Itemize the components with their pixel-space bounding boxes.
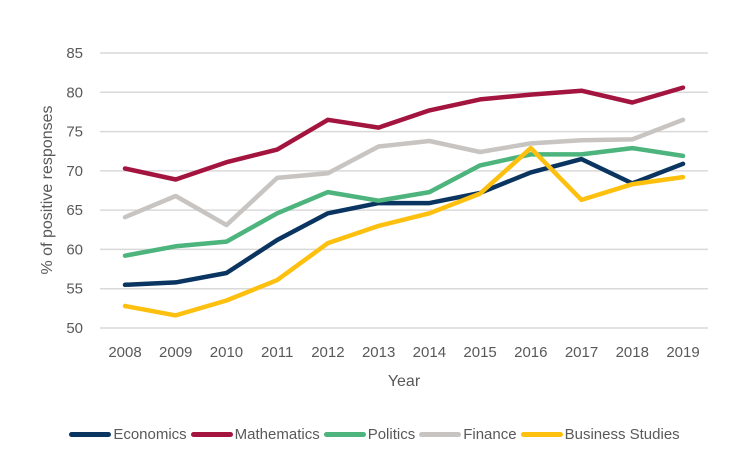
legend-label: Politics: [367, 425, 416, 443]
legend-swatch: [323, 431, 366, 437]
x-tick-label: 2016: [514, 344, 547, 361]
x-tick-label: 2015: [463, 344, 496, 361]
series-line-mathematics: [122, 85, 686, 182]
series-line-politics: [122, 145, 686, 258]
x-tick-label: 2018: [616, 344, 649, 361]
legend-item-business-studies[interactable]: Business Studies: [520, 425, 680, 443]
y-tick-label: 75: [66, 124, 83, 141]
legend-swatch: [520, 431, 563, 437]
legend-label: Finance: [463, 425, 517, 443]
legend-item-finance[interactable]: Finance: [419, 425, 517, 443]
x-axis-title: Year: [388, 373, 421, 390]
legend-swatch: [419, 431, 462, 437]
legend-item-economics[interactable]: Economics: [69, 425, 187, 443]
legend-item-mathematics[interactable]: Mathematics: [190, 425, 320, 443]
x-tick-label: 2011: [261, 344, 293, 361]
legend-swatch: [69, 431, 112, 437]
legend-label: Business Studies: [564, 425, 680, 443]
legend-label: Mathematics: [234, 425, 320, 443]
y-axis-ticks: 50 55 60 65 70 75 80 85: [66, 45, 83, 337]
x-tick-label: 2013: [362, 344, 395, 361]
series-line-finance: [122, 117, 686, 228]
legend: Economics Mathematics Politics Finance Busin…: [0, 422, 749, 446]
y-tick-label: 65: [66, 202, 83, 219]
y-tick-label: 80: [66, 84, 83, 101]
x-tick-label: 2019: [666, 344, 699, 361]
x-tick-label: 2009: [159, 344, 192, 361]
x-tick-label: 2017: [565, 344, 598, 361]
series-lines: [122, 85, 686, 318]
y-tick-label: 50: [66, 320, 83, 337]
x-axis-ticks: 2008 2009 2010 2011 2012 2013 2014 2015 2016 2017…: [108, 344, 699, 361]
y-axis-title: % of positive responses: [39, 106, 56, 275]
x-tick-label: 2012: [311, 344, 344, 361]
x-tick-label: 2008: [108, 344, 141, 361]
legend-label: Economics: [113, 425, 187, 443]
series-line-business-studies: [122, 145, 686, 318]
y-tick-label: 70: [66, 163, 83, 180]
legend-swatch: [190, 431, 233, 437]
y-tick-label: 60: [66, 241, 83, 258]
x-tick-label: 2014: [413, 344, 446, 361]
y-tick-label: 85: [66, 45, 83, 62]
series-line-economics: [122, 156, 686, 288]
x-tick-label: 2010: [210, 344, 243, 361]
legend-item-politics[interactable]: Politics: [323, 425, 416, 443]
y-tick-label: 55: [66, 281, 83, 298]
